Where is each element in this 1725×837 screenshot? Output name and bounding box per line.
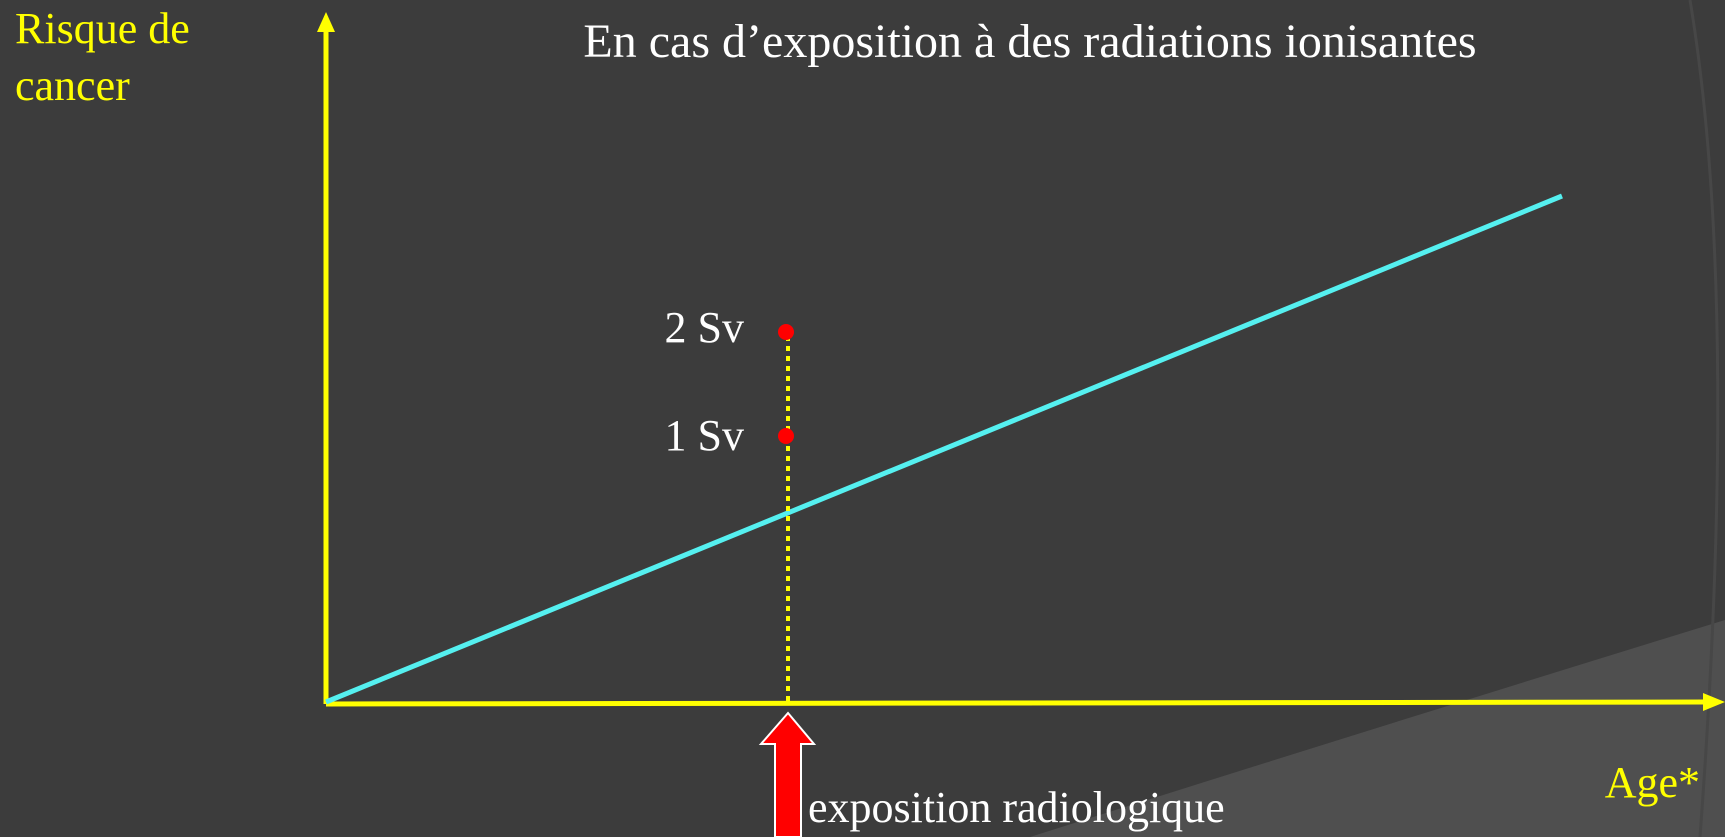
x-axis [325, 699, 1706, 707]
x-axis-arrowhead [1703, 693, 1725, 711]
background-arc [1688, 0, 1720, 837]
exposure-arrow [758, 711, 817, 837]
y-axis-label: Risque de [15, 4, 190, 53]
risk-line [325, 193, 1563, 705]
dose-dot [778, 428, 794, 444]
y-axis-label: cancer [15, 61, 130, 110]
dose-dot [778, 324, 794, 340]
y-axis-arrowhead [317, 12, 335, 32]
dose-label: 1 Sv [665, 411, 744, 460]
dose-label: 2 Sv [665, 303, 744, 352]
background-shape [1030, 620, 1725, 837]
arrow-label: exposition radiologique [808, 783, 1225, 832]
x-axis-label: Age* [1605, 758, 1700, 807]
title: En cas d’exposition à des radiations ion… [583, 15, 1476, 68]
